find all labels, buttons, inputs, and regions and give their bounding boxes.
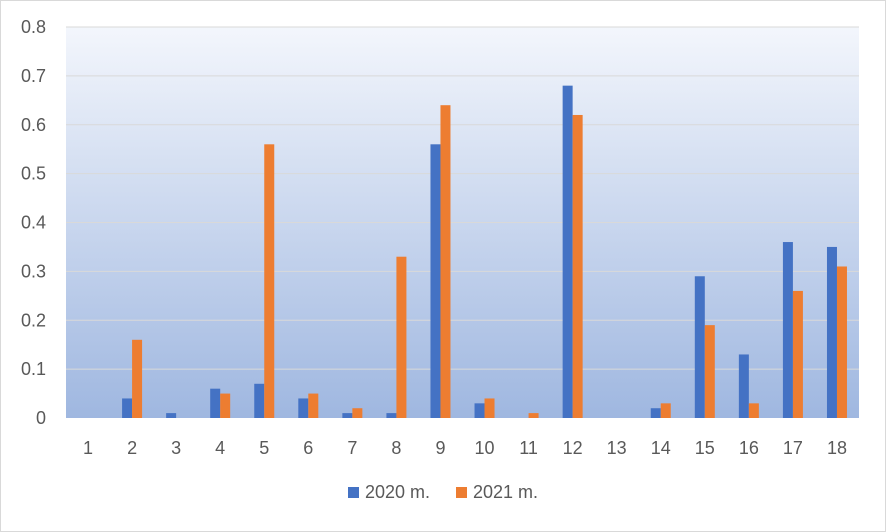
bar-2021-8 bbox=[396, 256, 407, 418]
y-axis-ticks: 0 0.1 0.2 0.3 0.4 0.5 0.6 0.7 0.8 bbox=[21, 17, 46, 428]
x-tick-label: 16 bbox=[739, 438, 759, 458]
bar-2021-12 bbox=[572, 114, 583, 418]
bar-2021-7 bbox=[352, 408, 363, 418]
x-tick-label: 3 bbox=[171, 438, 181, 458]
x-tick-label: 18 bbox=[827, 438, 847, 458]
bar-2020-2 bbox=[122, 398, 133, 418]
y-tick-label: 0.2 bbox=[21, 310, 46, 330]
bar-2020-3 bbox=[166, 413, 177, 418]
bars bbox=[122, 85, 847, 419]
bar-2021-9 bbox=[440, 105, 451, 418]
y-tick-label: 0.7 bbox=[21, 66, 46, 86]
bar-2020-4 bbox=[210, 388, 221, 418]
bar-chart: 00.10.20.30.40.50.60.70.8 1 2 3 4 5 6 7 8 9 10 11 1… bbox=[21, 17, 859, 458]
bar-2021-15 bbox=[704, 325, 715, 418]
legend: 2020 m. 2021 m. bbox=[0, 482, 886, 503]
bar-2020-16 bbox=[738, 354, 749, 418]
bar-2021-2 bbox=[132, 339, 143, 418]
x-tick-label: 11 bbox=[519, 438, 538, 458]
bar-2021-11 bbox=[528, 413, 539, 418]
bar-2021-10 bbox=[484, 398, 495, 418]
bar-2021-5 bbox=[264, 144, 275, 419]
y-tick-label: 0.1 bbox=[21, 359, 46, 379]
bar-2020-5 bbox=[254, 383, 265, 418]
x-tick-label: 4 bbox=[215, 438, 225, 458]
bar-2020-9 bbox=[430, 144, 441, 419]
legend-item-2021: 2021 m. bbox=[456, 482, 538, 503]
bar-2020-10 bbox=[474, 403, 485, 418]
bar-2021-18 bbox=[836, 266, 847, 418]
bar-2020-14 bbox=[650, 408, 661, 418]
x-tick-label: 12 bbox=[563, 438, 583, 458]
x-tick-label: 8 bbox=[391, 438, 401, 458]
legend-label-2020: 2020 m. bbox=[364, 482, 430, 502]
bar-2020-17 bbox=[782, 242, 793, 418]
legend-swatch-2020 bbox=[347, 487, 359, 498]
x-tick-label: 14 bbox=[651, 438, 671, 458]
gridlines bbox=[66, 26, 859, 370]
x-tick-label: 10 bbox=[475, 438, 495, 458]
x-tick-label: 2 bbox=[127, 438, 137, 458]
bar-2020-15 bbox=[694, 276, 705, 418]
x-tick-label: 17 bbox=[783, 438, 803, 458]
bar-2020-7 bbox=[342, 413, 353, 418]
bar-2021-4 bbox=[220, 393, 231, 418]
bar-2020-6 bbox=[298, 398, 309, 418]
x-tick-label: 13 bbox=[607, 438, 627, 458]
y-tick-label: 0.3 bbox=[21, 261, 46, 281]
x-tick-label: 7 bbox=[347, 438, 357, 458]
bar-2020-18 bbox=[826, 246, 837, 418]
x-tick-label: 9 bbox=[435, 438, 445, 458]
bar-2020-8 bbox=[386, 413, 397, 418]
legend-label-2021: 2021 m. bbox=[473, 482, 539, 502]
y-tick-label: 0.4 bbox=[21, 213, 46, 233]
bar-2021-16 bbox=[748, 403, 759, 418]
legend-item-2020: 2020 m. bbox=[347, 482, 430, 503]
bar-2021-17 bbox=[792, 290, 803, 418]
legend-swatch-2021 bbox=[456, 487, 467, 498]
x-tick-label: 6 bbox=[303, 438, 313, 458]
x-tick-label: 5 bbox=[259, 438, 269, 458]
bar-2021-14 bbox=[660, 403, 671, 418]
x-axis-ticks: 1 2 3 4 5 6 7 8 9 10 11 12 13 14 15 16 17 18 bbox=[83, 438, 847, 458]
y-tick-label: 0.5 bbox=[21, 164, 46, 184]
bar-2020-12 bbox=[562, 85, 573, 419]
bar-2021-6 bbox=[308, 393, 319, 418]
y-tick-label: 0 bbox=[36, 408, 46, 428]
y-tick-label: 0.6 bbox=[21, 115, 46, 135]
y-tick-label: 0.8 bbox=[21, 17, 46, 37]
x-tick-label: 1 bbox=[83, 438, 93, 458]
x-tick-label: 15 bbox=[695, 438, 715, 458]
